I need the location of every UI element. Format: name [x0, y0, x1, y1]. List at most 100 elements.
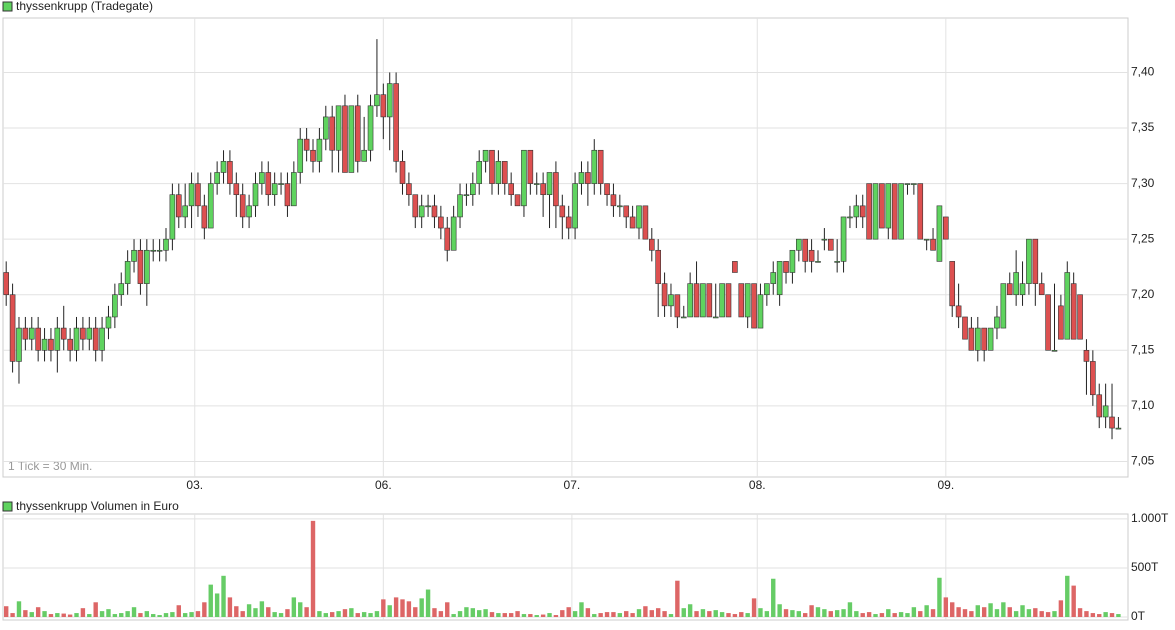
- candle-body: [60, 327, 67, 340]
- volume-bar: [1116, 614, 1121, 617]
- volume-bar: [74, 613, 79, 617]
- volume-bar: [470, 608, 476, 617]
- candle-body: [968, 327, 975, 351]
- volume-bar: [783, 609, 789, 617]
- volume-bar: [534, 615, 539, 617]
- volume-bar: [496, 613, 501, 617]
- candle-body: [834, 261, 840, 263]
- volume-bar: [764, 611, 770, 617]
- volume-bar: [1065, 575, 1070, 617]
- volume-bar: [866, 612, 872, 617]
- volume-bar: [425, 589, 431, 617]
- candle-body: [585, 172, 591, 184]
- volume-bar: [815, 607, 821, 617]
- candle-body: [879, 183, 885, 229]
- candle-body: [418, 205, 425, 218]
- candle-body: [118, 283, 125, 296]
- candle-body: [687, 283, 693, 318]
- volume-bar: [489, 612, 495, 617]
- candle-body: [169, 194, 176, 240]
- volume-bar: [1033, 608, 1038, 617]
- candle-body: [303, 138, 310, 151]
- volume-bar: [1103, 612, 1108, 617]
- volume-bar: [361, 612, 367, 617]
- volume-bar: [80, 608, 86, 617]
- candle-body: [796, 238, 802, 251]
- y-tick-label: 7,10: [1131, 398, 1155, 412]
- candle-body: [284, 183, 291, 207]
- candle-body: [92, 327, 99, 351]
- volume-bar: [662, 611, 667, 617]
- candle-body: [1006, 283, 1013, 296]
- candle-body: [725, 283, 732, 318]
- volume-bar: [432, 608, 437, 617]
- volume-bar: [266, 607, 271, 617]
- candle-body: [872, 183, 879, 240]
- volume-bar: [304, 607, 309, 617]
- candle-body: [297, 138, 304, 173]
- volume-bar: [3, 606, 9, 617]
- candle-body: [1000, 283, 1007, 329]
- volume-bar: [937, 577, 942, 617]
- volume-bar: [170, 612, 175, 617]
- volume-bar: [515, 611, 520, 617]
- candle-body: [163, 238, 169, 251]
- candle-body: [527, 149, 534, 184]
- candle-body: [847, 216, 853, 219]
- volume-bar: [726, 613, 731, 617]
- volume-bar: [879, 613, 885, 617]
- volume-bar: [1071, 585, 1076, 617]
- volume-bar: [10, 613, 15, 617]
- candle-body: [335, 105, 342, 151]
- volume-bar: [23, 610, 28, 617]
- candle-body: [648, 238, 655, 251]
- candle-body: [259, 172, 265, 184]
- candle-body: [764, 283, 770, 296]
- volume-bar: [125, 611, 130, 617]
- volume-bar: [579, 602, 584, 617]
- volume-bar: [163, 613, 169, 617]
- candle-body: [559, 205, 566, 218]
- volume-bar: [924, 605, 929, 617]
- candle-body: [73, 327, 80, 351]
- candle-body: [917, 183, 924, 240]
- volume-bar: [598, 613, 603, 617]
- candle-body: [28, 327, 35, 340]
- x-tick-label: 09.: [937, 478, 954, 492]
- candle-body: [943, 216, 949, 240]
- y-tick-label: 7,40: [1131, 65, 1155, 79]
- volume-bar: [221, 575, 226, 617]
- candle-body: [885, 183, 892, 229]
- volume-bar: [566, 607, 571, 617]
- volume-bar: [1039, 611, 1044, 617]
- volume-bar: [732, 614, 738, 617]
- volume-bar: [969, 611, 974, 617]
- candle-body: [578, 172, 585, 184]
- y-tick-label: 7,20: [1131, 287, 1155, 301]
- candle-body: [668, 294, 674, 307]
- volume-bar: [457, 611, 463, 617]
- volume-bar: [892, 613, 897, 617]
- candle-body: [981, 327, 987, 351]
- candle-body: [131, 249, 137, 262]
- candle-body: [361, 149, 367, 162]
- volume-bar: [67, 614, 73, 617]
- volume-bar: [438, 611, 444, 617]
- candle-body: [425, 205, 431, 208]
- volume-bar: [1013, 611, 1019, 617]
- volume-bar: [528, 614, 533, 617]
- candle-body: [1077, 294, 1083, 340]
- y-tick-label: 7,30: [1131, 176, 1155, 190]
- volume-bar: [42, 611, 47, 617]
- x-tick-label: 06.: [375, 478, 392, 492]
- volume-bar: [451, 614, 456, 617]
- volume-bar: [285, 609, 290, 617]
- volume-bar: [1007, 607, 1012, 617]
- candle-body: [1064, 272, 1071, 340]
- volume-bar: [381, 599, 386, 617]
- volume-bar: [681, 608, 686, 617]
- volume-bar: [336, 611, 341, 617]
- volume-bar: [35, 607, 41, 617]
- volume-bar: [540, 614, 546, 617]
